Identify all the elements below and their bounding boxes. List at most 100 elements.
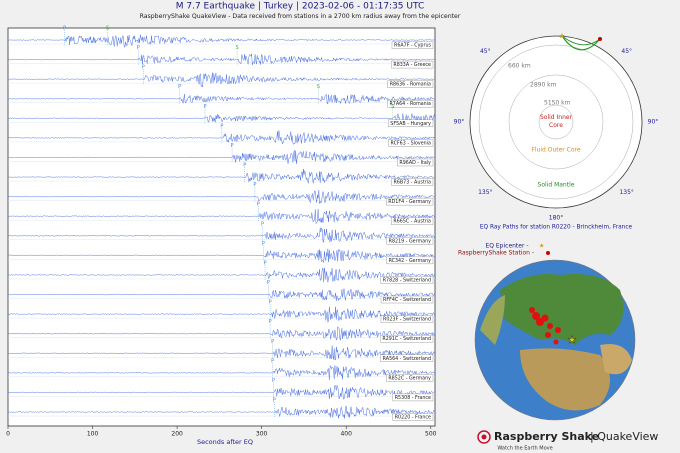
depth-label: 660 km <box>508 63 531 70</box>
label-box <box>387 80 434 88</box>
s-label: S <box>391 104 394 110</box>
plot-area <box>7 27 436 427</box>
label-box <box>391 41 434 49</box>
p-label: P <box>271 339 274 345</box>
station-label: R852C - Germany <box>388 375 431 381</box>
p-label: P <box>271 358 274 364</box>
x-tick-label: 200 <box>171 431 183 438</box>
legend-station: RaspberryShake Station - <box>458 250 534 257</box>
p-label: P <box>231 143 234 149</box>
p-label: P <box>269 300 272 306</box>
waveform <box>7 306 436 323</box>
logo-icon <box>477 430 491 444</box>
depth-label: 2890 km <box>530 82 557 89</box>
waveform <box>7 93 436 105</box>
s-label: S <box>106 26 109 32</box>
waveform <box>7 53 435 65</box>
p-label: P <box>272 378 275 384</box>
land <box>520 348 610 411</box>
angle-label: 135° <box>619 189 633 196</box>
station-label: RCF63 - Slovenia <box>390 140 431 146</box>
angle-label: 90° <box>454 119 465 126</box>
logo-icon <box>481 434 487 440</box>
logo: Raspberry Shake | QuakeView Watch the Ea… <box>477 430 658 452</box>
label-box <box>392 393 434 402</box>
p-label: P <box>273 398 276 404</box>
label-box <box>386 197 434 206</box>
p-label: P <box>178 84 181 90</box>
label-box <box>391 60 434 69</box>
inner-core <box>538 104 574 140</box>
depth-label: 5150 km <box>544 100 571 107</box>
p-label: P <box>264 260 267 266</box>
station-label: R7A64 - Romania <box>389 101 431 107</box>
station-label: RA564 - Switzerland <box>383 356 431 362</box>
waveform <box>7 209 436 225</box>
label-box <box>388 119 434 128</box>
logo-brand: Raspberry Shake <box>494 430 599 443</box>
p-label: P <box>220 123 223 129</box>
waveform <box>7 267 436 283</box>
station-label: R96AD - Italy <box>399 160 431 166</box>
station-label: R023F - Switzerland <box>383 317 431 323</box>
station-label: SF5AB - Hungary <box>390 121 431 127</box>
station-label: R6A7F - Cyprus <box>394 43 432 49</box>
chart-subtitle: RaspberryShake QuakeView - Data received… <box>140 13 461 20</box>
ray-path <box>561 35 601 46</box>
angle-label: 135° <box>478 189 492 196</box>
waveform <box>7 34 436 48</box>
stations <box>529 307 561 345</box>
p-label: P <box>253 182 256 188</box>
epicenter-star: ★ <box>568 335 577 346</box>
p-label: P <box>142 65 145 71</box>
waveform <box>7 288 436 301</box>
station-label: RC342 - Germany <box>389 258 432 264</box>
x-tick-label: 500 <box>425 431 437 438</box>
p-label: P <box>137 45 140 51</box>
station-label: RD1F4 - Germany <box>388 199 431 205</box>
station-label: R8219 - Germany <box>389 238 432 244</box>
earth-surface <box>469 35 643 209</box>
station-label: R0220 - France <box>395 415 431 421</box>
p-label: P <box>261 221 264 227</box>
globe: ★ <box>474 259 636 421</box>
label-box <box>388 139 434 147</box>
waveform <box>7 72 436 88</box>
p-label: P <box>204 104 207 110</box>
station-label: R7828 - Switzerland <box>383 277 431 283</box>
waveform <box>7 227 436 244</box>
angle-label: 180° <box>549 215 563 222</box>
land <box>480 295 505 345</box>
logo-product: | QuakeView <box>590 430 658 443</box>
chart-title: M 7.7 Earthquake | Turkey | 2023-02-06 -… <box>176 2 425 12</box>
x-axis-label: Seconds after EQ <box>197 438 253 446</box>
waveform <box>7 384 435 400</box>
x-tick-label: 300 <box>256 431 268 438</box>
x-tick-label: 0 <box>6 431 10 438</box>
angle-label: 45° <box>480 48 491 55</box>
s-label: S <box>317 84 320 90</box>
legend-dot <box>546 251 550 255</box>
label-box <box>380 276 434 284</box>
waveform <box>8 113 436 124</box>
waveform <box>7 130 436 145</box>
layer-label: Solid Mantle <box>538 182 575 189</box>
station-label: R665C - Austria <box>393 219 431 225</box>
logo-tagline: Watch the Earth Move <box>497 446 552 452</box>
legend-star: ★ <box>539 243 544 250</box>
land <box>600 344 632 375</box>
label-box <box>397 158 434 167</box>
ray-caption: EQ Ray Paths for station R0220 - Brinckh… <box>480 225 633 231</box>
waveform <box>7 248 436 263</box>
station-label: RFF4C - Switzerland <box>383 297 431 303</box>
s-label: S <box>236 45 239 51</box>
waveform <box>7 345 436 361</box>
label-box <box>391 178 434 186</box>
label-box <box>387 100 434 108</box>
label-box <box>380 354 434 362</box>
waveform <box>7 364 436 381</box>
label-box <box>386 237 434 245</box>
p-label: P <box>63 26 66 32</box>
angle-label: 45° <box>621 48 632 55</box>
